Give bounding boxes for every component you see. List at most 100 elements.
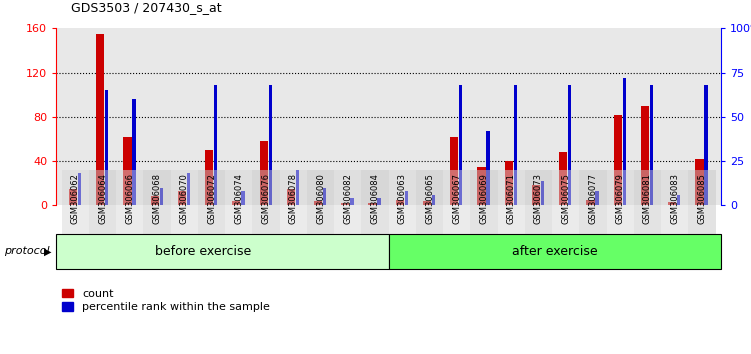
Bar	[695, 159, 704, 205]
Bar	[214, 85, 217, 205]
Bar	[614, 115, 622, 205]
Bar	[634, 170, 661, 234]
Bar	[470, 170, 498, 234]
Bar	[105, 90, 108, 205]
Bar	[579, 170, 607, 234]
Text: GSM306072: GSM306072	[207, 173, 216, 224]
Text: GSM306069: GSM306069	[479, 173, 488, 224]
Bar	[341, 203, 349, 205]
Bar	[150, 196, 158, 205]
Legend: count, percentile rank within the sample: count, percentile rank within the sample	[62, 289, 270, 312]
Bar	[641, 106, 649, 205]
Text: GSM306068: GSM306068	[152, 173, 161, 224]
Bar	[69, 189, 77, 205]
Bar	[552, 170, 579, 234]
Bar	[123, 137, 131, 205]
Bar	[361, 170, 389, 234]
Bar	[116, 170, 143, 234]
Bar	[487, 131, 490, 205]
Bar	[450, 137, 458, 205]
Bar	[607, 170, 634, 234]
Bar	[62, 170, 89, 234]
Bar	[369, 203, 377, 205]
Bar	[389, 170, 416, 234]
Text: GSM306084: GSM306084	[370, 173, 379, 224]
Text: GSM306066: GSM306066	[125, 173, 134, 224]
Bar	[569, 85, 572, 205]
Bar	[596, 191, 599, 205]
Bar	[505, 161, 513, 205]
Bar	[378, 198, 381, 205]
Text: ▶: ▶	[44, 246, 51, 256]
Bar	[443, 170, 470, 234]
Bar	[279, 170, 307, 234]
Bar	[350, 198, 354, 205]
Bar	[96, 34, 104, 205]
Bar	[389, 234, 721, 269]
Text: before exercise: before exercise	[155, 245, 252, 258]
Bar	[232, 201, 240, 205]
Bar	[252, 170, 279, 234]
Bar	[89, 170, 116, 234]
Bar	[423, 201, 431, 205]
Text: GSM306085: GSM306085	[698, 173, 707, 224]
Text: GSM306078: GSM306078	[289, 173, 298, 224]
Bar	[650, 85, 653, 205]
Bar	[514, 85, 517, 205]
Text: GSM306067: GSM306067	[452, 173, 461, 224]
Text: GSM306077: GSM306077	[589, 173, 598, 224]
Bar	[225, 170, 252, 234]
Text: GSM306073: GSM306073	[534, 173, 543, 224]
Text: GSM306064: GSM306064	[98, 173, 107, 224]
Text: GSM306071: GSM306071	[507, 173, 516, 224]
Text: GSM306074: GSM306074	[234, 173, 243, 224]
Bar	[323, 188, 326, 205]
Text: GSM306082: GSM306082	[343, 173, 352, 224]
Bar	[159, 188, 163, 205]
Bar	[132, 99, 136, 205]
Bar	[187, 173, 190, 205]
Bar	[704, 85, 707, 205]
Bar	[432, 195, 436, 205]
Bar	[287, 189, 295, 205]
Bar	[56, 234, 389, 269]
Bar	[198, 170, 225, 234]
Bar	[334, 170, 361, 234]
Text: GDS3503 / 207430_s_at: GDS3503 / 207430_s_at	[71, 1, 222, 14]
Bar	[296, 170, 299, 205]
Bar	[478, 167, 486, 205]
Bar	[623, 78, 626, 205]
Text: GSM306079: GSM306079	[616, 173, 625, 224]
Bar	[314, 201, 322, 205]
Bar	[525, 170, 552, 234]
Text: GSM306065: GSM306065	[425, 173, 434, 224]
Bar	[205, 150, 213, 205]
Bar	[307, 170, 334, 234]
Bar	[170, 170, 198, 234]
Text: GSM306081: GSM306081	[643, 173, 652, 224]
Text: after exercise: after exercise	[512, 245, 598, 258]
Bar	[688, 170, 716, 234]
Text: protocol: protocol	[4, 246, 50, 256]
Bar	[260, 141, 267, 205]
Bar	[459, 85, 463, 205]
Bar	[498, 170, 525, 234]
Bar	[416, 170, 443, 234]
Bar	[143, 170, 170, 234]
Text: GSM306063: GSM306063	[398, 173, 407, 224]
Bar	[269, 85, 272, 205]
Text: GSM306075: GSM306075	[561, 173, 570, 224]
Bar	[78, 173, 81, 205]
Bar	[541, 181, 544, 205]
Text: GSM306070: GSM306070	[179, 173, 189, 224]
Bar	[661, 170, 688, 234]
Bar	[677, 195, 680, 205]
Bar	[532, 185, 540, 205]
Bar	[241, 191, 245, 205]
Bar	[405, 191, 408, 205]
Text: GSM306080: GSM306080	[316, 173, 325, 224]
Text: GSM306083: GSM306083	[670, 173, 679, 224]
Bar	[559, 152, 567, 205]
Bar	[178, 191, 186, 205]
Bar	[668, 202, 677, 205]
